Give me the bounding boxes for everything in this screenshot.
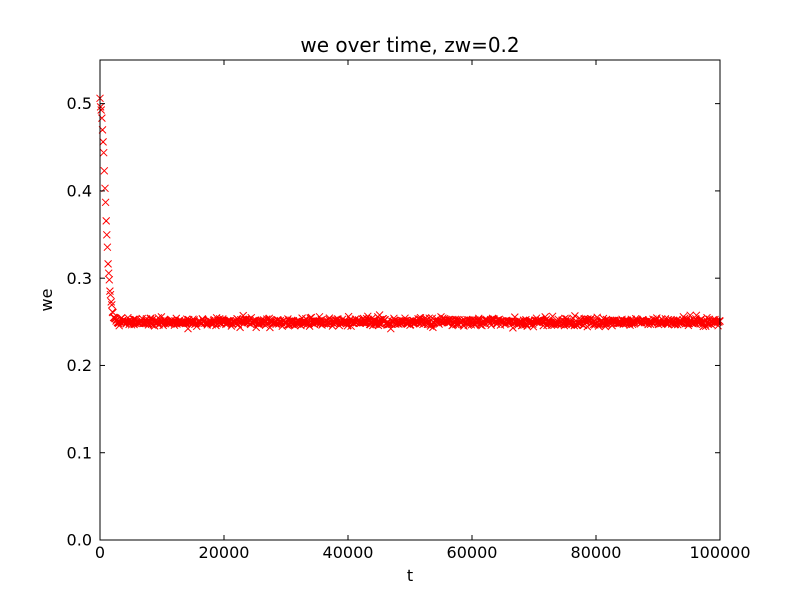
y-tick-label: 0.3 xyxy=(67,269,92,288)
y-axis-label: we xyxy=(37,289,56,312)
x-tick-label: 100000 xyxy=(689,543,750,562)
chart-title: we over time, zw=0.2 xyxy=(300,33,519,57)
y-tick-label: 0.4 xyxy=(67,182,92,201)
x-ticks: 0 20000 40000 60000 80000 100000 xyxy=(95,60,751,562)
x-tick-label: 40000 xyxy=(323,543,374,562)
plot-frame xyxy=(99,59,721,541)
y-ticks: 0.0 0.1 0.2 0.3 0.4 0.5 xyxy=(67,94,720,550)
y-tick-label: 0.5 xyxy=(67,94,92,113)
y-tick-label: 0.0 xyxy=(67,531,92,550)
x-tick-label: 80000 xyxy=(571,543,622,562)
x-axis-label: t xyxy=(407,566,413,585)
y-tick-label: 0.1 xyxy=(67,443,92,462)
x-tick-label: 60000 xyxy=(447,543,498,562)
y-tick-label: 0.2 xyxy=(67,356,92,375)
x-tick-label: 20000 xyxy=(199,543,250,562)
x-tick-label: 0 xyxy=(95,543,105,562)
